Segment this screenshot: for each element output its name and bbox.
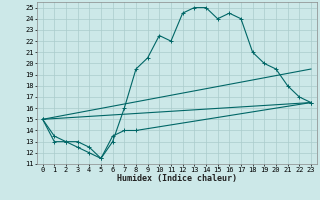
X-axis label: Humidex (Indice chaleur): Humidex (Indice chaleur) bbox=[117, 174, 237, 183]
